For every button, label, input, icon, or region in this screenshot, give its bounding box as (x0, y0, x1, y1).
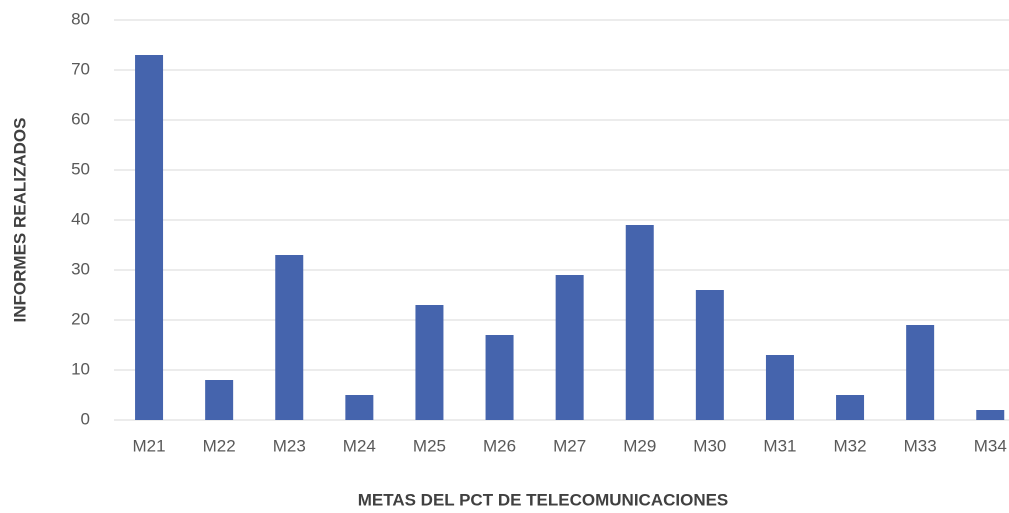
bar (555, 275, 584, 420)
bar (695, 290, 724, 420)
x-tick-label: M32 (834, 436, 867, 455)
y-tick-label: 50 (71, 159, 90, 178)
x-tick-label: M21 (133, 436, 166, 455)
x-tick-label: M30 (693, 436, 726, 455)
bar (765, 355, 794, 420)
y-axis-title: INFORMES REALIZADOS (10, 118, 29, 323)
x-tick-label: M31 (763, 436, 796, 455)
bar (625, 225, 654, 420)
x-tick-label: M23 (273, 436, 306, 455)
y-tick-label: 40 (71, 209, 90, 228)
x-tick-label: M34 (974, 436, 1007, 455)
x-axis-title: METAS DEL PCT DE TELECOMUNICACIONES (358, 490, 729, 509)
y-tick-label: 10 (71, 359, 90, 378)
bar (275, 255, 304, 420)
bar (135, 55, 164, 420)
x-tick-label: M26 (483, 436, 516, 455)
y-tick-label: 20 (71, 309, 90, 328)
y-tick-label: 30 (71, 259, 90, 278)
bar (415, 305, 444, 420)
x-tick-label: M25 (413, 436, 446, 455)
bar (976, 410, 1005, 420)
bar (485, 335, 514, 420)
bar (836, 395, 865, 420)
y-tick-label: 70 (71, 59, 90, 78)
y-tick-label: 80 (71, 9, 90, 28)
x-tick-label: M24 (343, 436, 376, 455)
x-tick-label: M33 (904, 436, 937, 455)
bar (345, 395, 374, 420)
y-tick-label: 0 (81, 409, 90, 428)
x-tick-label: M22 (203, 436, 236, 455)
bar (205, 380, 234, 420)
x-tick-label: M27 (553, 436, 586, 455)
y-tick-label: 60 (71, 109, 90, 128)
bar (906, 325, 935, 420)
x-tick-label: M29 (623, 436, 656, 455)
